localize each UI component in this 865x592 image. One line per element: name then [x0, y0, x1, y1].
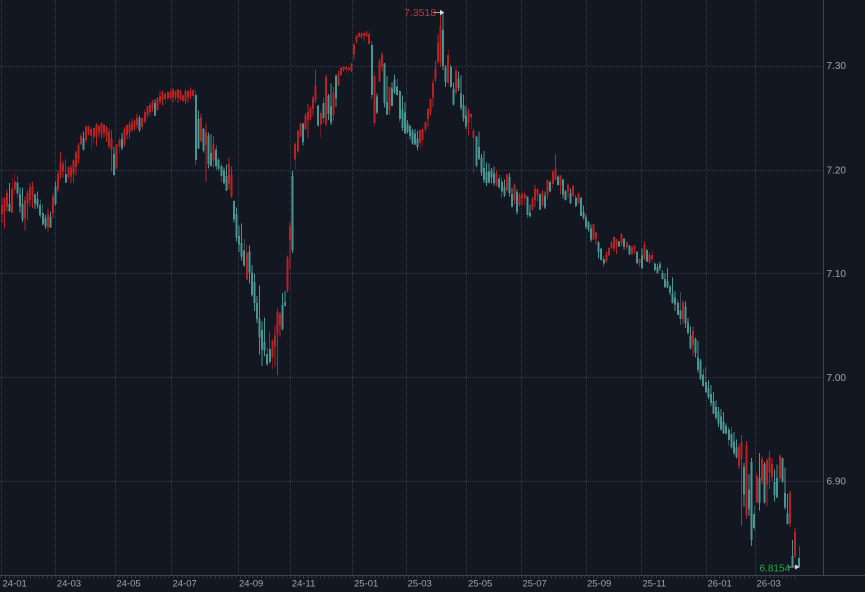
- svg-text:24-11: 24-11: [292, 578, 316, 589]
- svg-text:7.3518: 7.3518: [404, 7, 436, 19]
- svg-text:7.00: 7.00: [827, 373, 847, 384]
- svg-text:24-09: 24-09: [239, 578, 263, 589]
- svg-text:25-09: 25-09: [587, 578, 611, 589]
- svg-text:6.90: 6.90: [827, 476, 847, 487]
- svg-text:25-03: 25-03: [408, 578, 432, 589]
- svg-text:24-03: 24-03: [57, 578, 81, 589]
- svg-text:25-11: 25-11: [643, 578, 667, 589]
- svg-text:24-05: 24-05: [116, 578, 140, 589]
- svg-text:25-07: 25-07: [523, 578, 547, 589]
- svg-text:25-05: 25-05: [468, 578, 492, 589]
- svg-text:7.20: 7.20: [827, 165, 847, 176]
- svg-text:26-01: 26-01: [708, 578, 732, 589]
- svg-text:26-03: 26-03: [757, 578, 781, 589]
- svg-text:6.8154: 6.8154: [760, 563, 791, 574]
- svg-text:24-07: 24-07: [173, 578, 197, 589]
- svg-text:7.10: 7.10: [827, 269, 847, 280]
- svg-text:25-01: 25-01: [354, 578, 378, 589]
- svg-text:7.30: 7.30: [827, 61, 847, 72]
- svg-text:24-01: 24-01: [3, 578, 27, 589]
